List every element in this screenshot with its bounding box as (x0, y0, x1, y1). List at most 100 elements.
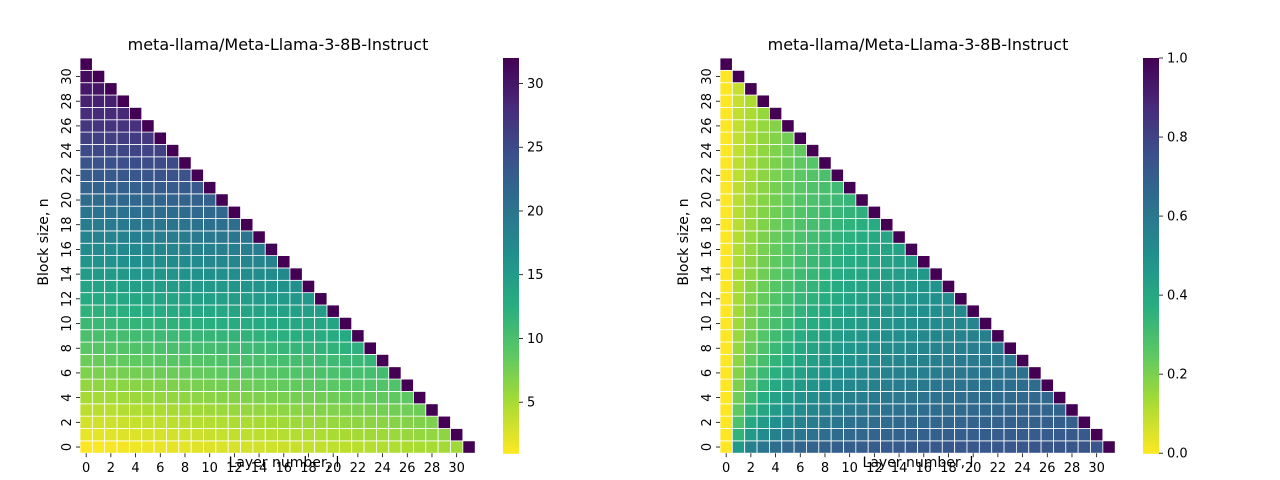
heatmap-cell (252, 316, 266, 331)
heatmap-cell (731, 353, 746, 368)
heatmap-cell (91, 378, 106, 392)
heatmap-cell (806, 205, 820, 219)
heatmap-cell (203, 193, 217, 207)
heatmap-cell (731, 168, 746, 182)
heatmap-cell (719, 193, 733, 207)
heatmap-cell (129, 316, 143, 331)
heatmap-cell (756, 144, 770, 158)
heatmap-cell (326, 329, 340, 343)
heatmap-cell (178, 218, 192, 232)
heatmap-cell (781, 168, 795, 182)
heatmap-cell (153, 279, 167, 294)
heatmap-cell (277, 279, 291, 294)
heatmap-cell (830, 403, 844, 417)
heatmap-cell (781, 242, 795, 257)
x-tick-label: 22 (990, 461, 1007, 476)
colorbar-gradient-step (503, 61, 519, 65)
heatmap-cell (781, 391, 795, 405)
heatmap-cell (240, 292, 254, 306)
colorbar-gradient-step (503, 338, 519, 343)
heatmap-cell (326, 415, 340, 429)
heatmap-cell (104, 366, 118, 380)
colorbar-gradient-step (503, 240, 519, 244)
heatmap-cell (116, 193, 130, 207)
heatmap-cell (264, 329, 279, 343)
heatmap-cell (793, 316, 807, 331)
colorbar-tick-label: 0.2 (1167, 368, 1188, 383)
heatmap-cell (425, 403, 439, 417)
heatmap-cell (338, 341, 353, 355)
heatmap-cell (954, 316, 968, 331)
heatmap-cell (781, 131, 795, 145)
heatmap-cell (289, 415, 303, 429)
heatmap-cell (301, 353, 316, 368)
heatmap-cell (769, 292, 783, 306)
heatmap-cell (264, 403, 279, 417)
heatmap-cell (277, 366, 291, 380)
colorbar-gradient-step (503, 443, 519, 448)
heatmap-cell (338, 428, 353, 442)
heatmap-cell (1102, 440, 1116, 454)
colorbar-gradient-step (503, 379, 519, 383)
heatmap-cell (190, 255, 204, 269)
heatmap-cell (781, 440, 795, 454)
heatmap-cell (892, 279, 906, 294)
heatmap-cell (264, 353, 279, 368)
heatmap-cell (744, 218, 758, 232)
heatmap-cell (941, 292, 956, 306)
heatmap-cell (264, 279, 279, 294)
heatmap-cell (966, 353, 980, 368)
heatmap-cell (104, 230, 118, 244)
colorbar-gradient-step (1143, 119, 1159, 124)
y-tick-label: 4 (700, 393, 715, 401)
heatmap-cell (215, 304, 229, 318)
heatmap-cell (904, 366, 919, 380)
colorbar-gradient-step (503, 246, 519, 251)
heatmap-cell (264, 378, 279, 392)
heatmap-cell (731, 242, 746, 257)
heatmap-cell (769, 193, 783, 207)
heatmap-cell (190, 267, 204, 281)
heatmap-cell (978, 341, 993, 355)
heatmap-cell (1077, 440, 1091, 454)
heatmap-cell (1040, 440, 1054, 454)
heatmap-cell (388, 440, 402, 454)
heatmap-cell (818, 230, 832, 244)
heatmap-cell (141, 391, 155, 405)
heatmap-cell (240, 366, 254, 380)
heatmap-cell (830, 428, 844, 442)
heatmap-cell (252, 292, 266, 306)
heatmap-cell (880, 329, 894, 343)
heatmap-cell (731, 205, 746, 219)
colorbar-gradient-step (503, 267, 519, 272)
heatmap-cell (240, 428, 254, 442)
heatmap-cell (966, 403, 980, 417)
heatmap-cell (818, 218, 832, 232)
heatmap-cell (830, 391, 844, 405)
heatmap-cell (116, 341, 130, 355)
heatmap-cell (769, 267, 783, 281)
heatmap-cell (153, 292, 167, 306)
heatmap-cell (855, 242, 869, 257)
heatmap-cell (178, 415, 192, 429)
colorbar-gradient-step (503, 286, 519, 291)
colorbar-gradient-step (1143, 329, 1159, 334)
heatmap-cell (116, 279, 130, 294)
heatmap-cell (203, 403, 217, 417)
colorbar-gradient-step (503, 308, 519, 312)
x-tick-label: 4 (771, 461, 779, 476)
heatmap-cell (954, 440, 968, 454)
heatmap-cell (855, 353, 869, 368)
colorbar-gradient-step (1143, 135, 1159, 139)
colorbar-gradient-step (503, 172, 519, 176)
heatmap-cell (719, 403, 733, 417)
x-tick-label: 16 (276, 461, 293, 476)
heatmap-cell (843, 353, 857, 368)
heatmap-cell (892, 403, 906, 417)
heatmap-cell (855, 415, 869, 429)
heatmap-cell (744, 279, 758, 294)
colorbar-gradient-step (1143, 200, 1159, 204)
heatmap-cell (941, 316, 956, 331)
heatmap-cell (843, 230, 857, 244)
